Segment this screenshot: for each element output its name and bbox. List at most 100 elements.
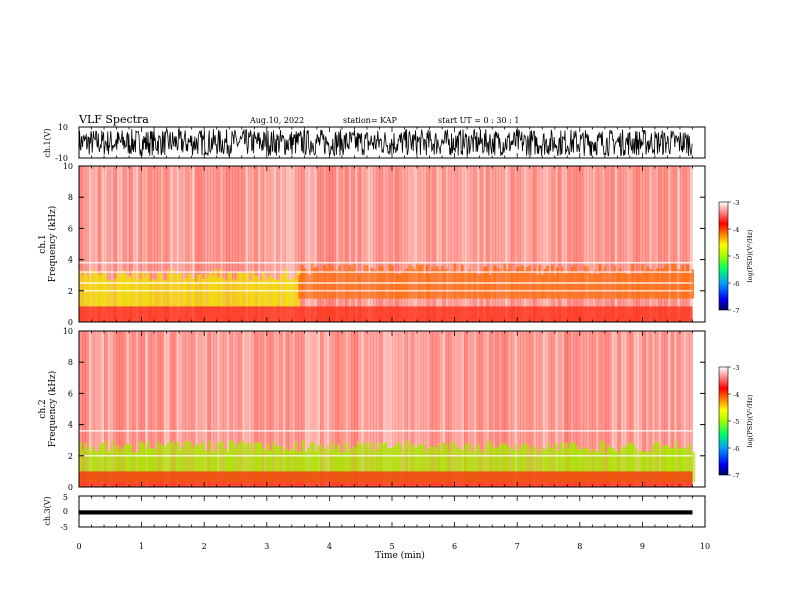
spectrogram-band-column [435,265,439,299]
spectrogram-band-column [81,449,85,483]
spectrogram-column [201,166,205,322]
spectrogram-band-column [94,272,97,307]
spectrogram-column [686,166,690,322]
spectrogram-band-column [392,446,395,483]
spectrogram-band-column [412,443,415,483]
spectrogram-band-column [234,280,238,307]
spectrogram-band-column [91,269,95,307]
spectrogram-band-column [524,442,528,483]
spectrogram-band-column [291,277,295,307]
spectrogram-column [304,331,308,487]
spectrogram-column [420,331,424,487]
spectrogram-column [479,166,484,322]
spectrogram-band-column [360,271,364,299]
spectrogram-column [185,166,189,322]
spectrogram-band-column [201,441,205,483]
spectrogram-band-column [400,271,404,299]
spectrogram-band-column [348,264,351,299]
spectrogram-column [360,166,365,322]
y-tick-label: 10 [63,327,73,336]
spectrogram-band-column [562,449,566,483]
spectrogram-column [526,166,531,322]
spectrogram-column [451,331,455,487]
spectrogram-column [485,166,490,322]
spectrogram-band-column [79,270,82,307]
spectrogram-column [150,331,155,487]
spectrogram-band-column [314,451,318,483]
spectrogram-band-column [291,449,295,483]
spectrogram-band-column [139,441,142,483]
spectrogram-column [273,166,277,322]
spectrogram-column [235,331,240,487]
spectrogram-column [567,331,571,487]
spectrogram-column [445,331,449,487]
spectrogram-column [495,331,499,487]
spectrogram-band-column [653,270,657,299]
spectrogram-column [457,166,462,322]
spectrogram-column [276,166,280,322]
spectrogram-column [510,331,515,487]
spectrogram-band-column [667,446,671,483]
spectrogram-band-column [666,263,669,299]
spectrogram-band-column [474,450,478,483]
colorbar-tick-label: -5 [733,253,739,261]
spectrogram-band-column [305,270,309,299]
spectrogram-column [542,166,546,322]
spectrogram-column [260,166,265,322]
spectrogram-column [648,331,653,487]
spectrogram-column [132,166,136,322]
spectrogram-band-column [385,272,389,299]
y-tick-label: 0 [68,483,73,492]
spectrogram-band-column [648,269,652,299]
spectrogram-band-column [658,269,662,299]
spectrogram-band-column [179,450,182,483]
spectrogram-column [276,331,280,487]
ch1-colorbar: -3 -4 -5 -6 -7 log(PSD)(V²/Hz) [718,199,754,315]
spectrogram-column [85,166,89,322]
spectrogram-band-column [604,452,608,483]
spectrogram-band-column [336,444,340,483]
spectrogram-column [614,166,618,322]
spectrogram-band-column [617,451,621,483]
spectrogram-band-column [356,441,360,483]
spectrogram-column [576,331,581,487]
spectrogram-column [517,331,521,487]
spectrogram-column [604,166,609,322]
spectrogram-column [226,331,230,487]
spectrogram-column [557,331,562,487]
spectrogram-band-column [597,452,601,483]
spectrogram-column [366,166,371,322]
spectrogram-band-column [94,451,97,483]
spectrogram-column [395,166,399,322]
spectrogram-column [683,331,687,487]
spectrogram-band-column [226,273,230,307]
colorbar-tick-label: -6 [733,280,739,288]
spectrogram-column [138,166,142,322]
spectrogram-band-column [381,444,385,483]
spectrogram-band-column [453,262,457,299]
spectrogram-column [172,166,177,322]
spectrogram-column [116,331,121,487]
spectrogram-column [451,166,455,322]
spectrogram-column [360,331,365,487]
spectrogram-band-column [256,276,260,307]
spectrogram-band-column [251,450,255,483]
spectrogram-band-column [345,269,349,299]
spectrogram-band-column [286,279,290,307]
spectrogram-column [301,166,305,322]
spectrogram-column [395,331,399,487]
colorbar-tick-label: -7 [733,307,739,315]
spectrogram-band-column [109,279,112,307]
spectrogram-band-column [398,274,402,299]
spectrogram-band-column [579,448,583,483]
spectrogram-band-column [457,447,460,483]
spectrogram-band-column [99,444,102,483]
spectrogram-column [561,166,565,322]
spectrogram-band-column [224,280,228,307]
spectrogram-column [82,166,86,322]
spectrogram-band-column [254,441,258,483]
spectrogram-band-column [563,273,567,299]
spectrogram-column [626,331,631,487]
ch2-colorbar: -3 -4 -5 -6 -7 log(PSD)(V²/Hz) [718,364,754,480]
